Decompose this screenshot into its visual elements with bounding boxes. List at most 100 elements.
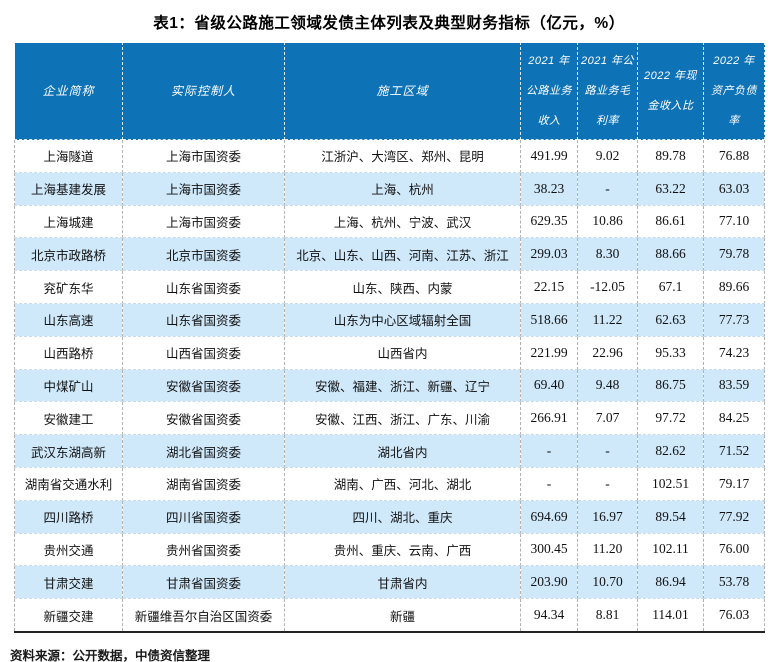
cell-company: 中煤矿山 bbox=[14, 369, 123, 403]
cell-revenue_2021: 518.66 bbox=[520, 303, 578, 337]
cell-revenue_2021: 69.40 bbox=[520, 369, 578, 403]
cell-company: 四川路桥 bbox=[14, 500, 123, 534]
cell-debt_ratio_2022: 76.03 bbox=[703, 598, 765, 632]
cell-region: 新疆 bbox=[284, 598, 521, 632]
table-header-row: 企业简称 实际控制人 施工区域 2021 年 公路业务 收入 2021 年公 路业务毛 … bbox=[14, 42, 765, 140]
cell-cash_income_ratio_2022: 86.94 bbox=[637, 565, 704, 600]
cell-region: 四川、湖北、重庆 bbox=[284, 500, 521, 534]
bond-issuers-table: 企业简称 实际控制人 施工区域 2021 年 公路业务 收入 2021 年公 路业务毛 … bbox=[14, 42, 765, 633]
cell-debt_ratio_2022: 77.92 bbox=[703, 500, 765, 534]
cell-debt_ratio_2022: 71.52 bbox=[703, 434, 765, 468]
cell-gross_margin_2021: 11.22 bbox=[577, 303, 638, 337]
cell-region: 贵州、重庆、云南、广西 bbox=[284, 533, 521, 567]
cell-cash_income_ratio_2022: 86.61 bbox=[637, 205, 704, 239]
cell-region: 上海、杭州、宁波、武汉 bbox=[284, 205, 521, 239]
cell-revenue_2021: 266.91 bbox=[520, 401, 578, 436]
cell-company: 山西路桥 bbox=[14, 336, 123, 370]
table-row: 上海城建 上海市国资委 上海、杭州、宁波、武汉 629.35 10.86 86.61 77.… bbox=[14, 205, 765, 239]
cell-controller: 甘肃省国资委 bbox=[122, 565, 285, 600]
cell-revenue_2021: 94.34 bbox=[520, 598, 578, 632]
cell-revenue_2021: 694.69 bbox=[520, 500, 578, 534]
cell-company: 北京市政路桥 bbox=[14, 237, 123, 272]
cell-debt_ratio_2022: 84.25 bbox=[703, 401, 765, 436]
cell-debt_ratio_2022: 79.78 bbox=[703, 237, 765, 272]
cell-region: 安徽、福建、浙江、新疆、辽宁 bbox=[284, 369, 521, 403]
cell-revenue_2021: 299.03 bbox=[520, 237, 578, 272]
cell-gross_margin_2021: 7.07 bbox=[577, 401, 638, 436]
table-row: 贵州交通 贵州省国资委 贵州、重庆、云南、广西 300.45 11.20 102.11 76… bbox=[14, 533, 765, 567]
cell-controller: 山东省国资委 bbox=[122, 270, 285, 304]
cell-controller: 四川省国资委 bbox=[122, 500, 285, 534]
cell-debt_ratio_2022: 83.59 bbox=[703, 369, 765, 403]
cell-revenue_2021: - bbox=[520, 434, 578, 468]
cell-cash_income_ratio_2022: 97.72 bbox=[637, 401, 704, 436]
cell-company: 武汉东湖高新 bbox=[14, 434, 123, 468]
cell-gross_margin_2021: 8.30 bbox=[577, 237, 638, 272]
cell-debt_ratio_2022: 53.78 bbox=[703, 565, 765, 600]
cell-region: 北京、山东、山西、河南、江苏、浙江 bbox=[284, 237, 521, 272]
column-header-company: 企业简称 bbox=[14, 42, 123, 140]
cell-company: 兖矿东华 bbox=[14, 270, 123, 304]
cell-gross_margin_2021: - bbox=[577, 172, 638, 206]
cell-cash_income_ratio_2022: 102.11 bbox=[637, 533, 704, 567]
cell-controller: 上海市国资委 bbox=[122, 172, 285, 206]
cell-gross_margin_2021: 11.20 bbox=[577, 533, 638, 567]
cell-controller: 湖北省国资委 bbox=[122, 434, 285, 468]
table-header: 企业简称 实际控制人 施工区域 2021 年 公路业务 收入 2021 年公 路业务毛 … bbox=[14, 42, 765, 140]
cell-revenue_2021: 22.15 bbox=[520, 270, 578, 304]
cell-controller: 新疆维吾尔自治区国资委 bbox=[122, 598, 285, 632]
cell-controller: 上海市国资委 bbox=[122, 205, 285, 239]
cell-debt_ratio_2022: 63.03 bbox=[703, 172, 765, 206]
cell-company: 贵州交通 bbox=[14, 533, 123, 567]
cell-controller: 湖南省国资委 bbox=[122, 467, 285, 501]
cell-revenue_2021: 629.35 bbox=[520, 205, 578, 239]
cell-debt_ratio_2022: 77.73 bbox=[703, 303, 765, 337]
cell-revenue_2021: - bbox=[520, 467, 578, 501]
cell-gross_margin_2021: 9.02 bbox=[577, 139, 638, 173]
cell-gross_margin_2021: 8.81 bbox=[577, 598, 638, 632]
cell-revenue_2021: 300.45 bbox=[520, 533, 578, 567]
cell-cash_income_ratio_2022: 62.63 bbox=[637, 303, 704, 337]
cell-debt_ratio_2022: 79.17 bbox=[703, 467, 765, 501]
cell-debt_ratio_2022: 89.66 bbox=[703, 270, 765, 304]
table-row: 上海基建发展 上海市国资委 上海、杭州 38.23-63.22 63.03 bbox=[14, 172, 765, 206]
cell-cash_income_ratio_2022: 114.01 bbox=[637, 598, 704, 632]
table-row: 上海隧道 上海市国资委 江浙沪、大湾区、郑州、昆明 491.99 9.02 89.78 76… bbox=[14, 139, 765, 173]
table-row: 甘肃交建 甘肃省国资委 甘肃省内 203.90 10.70 86.94 53.78 bbox=[14, 565, 765, 600]
cell-region: 湖南、广西、河北、湖北 bbox=[284, 467, 521, 501]
cell-gross_margin_2021: 22.96 bbox=[577, 336, 638, 370]
cell-controller: 贵州省国资委 bbox=[122, 533, 285, 567]
table-row: 山东高速 山东省国资委 山东为中心区域辐射全国 518.66 11.22 62.63 77.… bbox=[14, 303, 765, 337]
cell-controller: 山东省国资委 bbox=[122, 303, 285, 337]
cell-company: 湖南省交通水利 bbox=[14, 467, 123, 501]
table-body: 上海隧道 上海市国资委 江浙沪、大湾区、郑州、昆明 491.99 9.02 89.78 76… bbox=[14, 139, 765, 632]
cell-region: 甘肃省内 bbox=[284, 565, 521, 600]
column-header-debt_ratio_2022: 2022 年 资产负债 率 bbox=[703, 42, 765, 140]
cell-region: 山西省内 bbox=[284, 336, 521, 370]
cell-controller: 山西省国资委 bbox=[122, 336, 285, 370]
cell-gross_margin_2021: 10.70 bbox=[577, 565, 638, 600]
source-note: 资料来源：公开数据，中债资信整理 bbox=[10, 648, 211, 662]
cell-cash_income_ratio_2022: 89.78 bbox=[637, 139, 704, 173]
cell-controller: 安徽省国资委 bbox=[122, 369, 285, 403]
column-header-controller: 实际控制人 bbox=[122, 42, 285, 140]
cell-cash_income_ratio_2022: 89.54 bbox=[637, 500, 704, 534]
cell-debt_ratio_2022: 76.88 bbox=[703, 139, 765, 173]
cell-region: 湖北省内 bbox=[284, 434, 521, 468]
cell-controller: 安徽省国资委 bbox=[122, 401, 285, 436]
cell-cash_income_ratio_2022: 95.33 bbox=[637, 336, 704, 370]
cell-revenue_2021: 491.99 bbox=[520, 139, 578, 173]
column-header-region: 施工区域 bbox=[284, 42, 521, 140]
cell-cash_income_ratio_2022: 88.66 bbox=[637, 237, 704, 272]
cell-region: 上海、杭州 bbox=[284, 172, 521, 206]
table-row: 新疆交建 新疆维吾尔自治区国资委 新疆 94.34 8.81 114.01 76.03 bbox=[14, 598, 765, 632]
cell-controller: 上海市国资委 bbox=[122, 139, 285, 173]
cell-gross_margin_2021: 16.97 bbox=[577, 500, 638, 534]
cell-region: 江浙沪、大湾区、郑州、昆明 bbox=[284, 139, 521, 173]
cell-cash_income_ratio_2022: 102.51 bbox=[637, 467, 704, 501]
table-row: 湖南省交通水利 湖南省国资委 湖南、广西、河北、湖北 - -102.51 79.17 bbox=[14, 467, 765, 501]
cell-region: 山东、陕西、内蒙 bbox=[284, 270, 521, 304]
table-row: 武汉东湖高新 湖北省国资委 湖北省内 - -82.62 71.52 bbox=[14, 434, 765, 468]
cell-company: 安徽建工 bbox=[14, 401, 123, 436]
